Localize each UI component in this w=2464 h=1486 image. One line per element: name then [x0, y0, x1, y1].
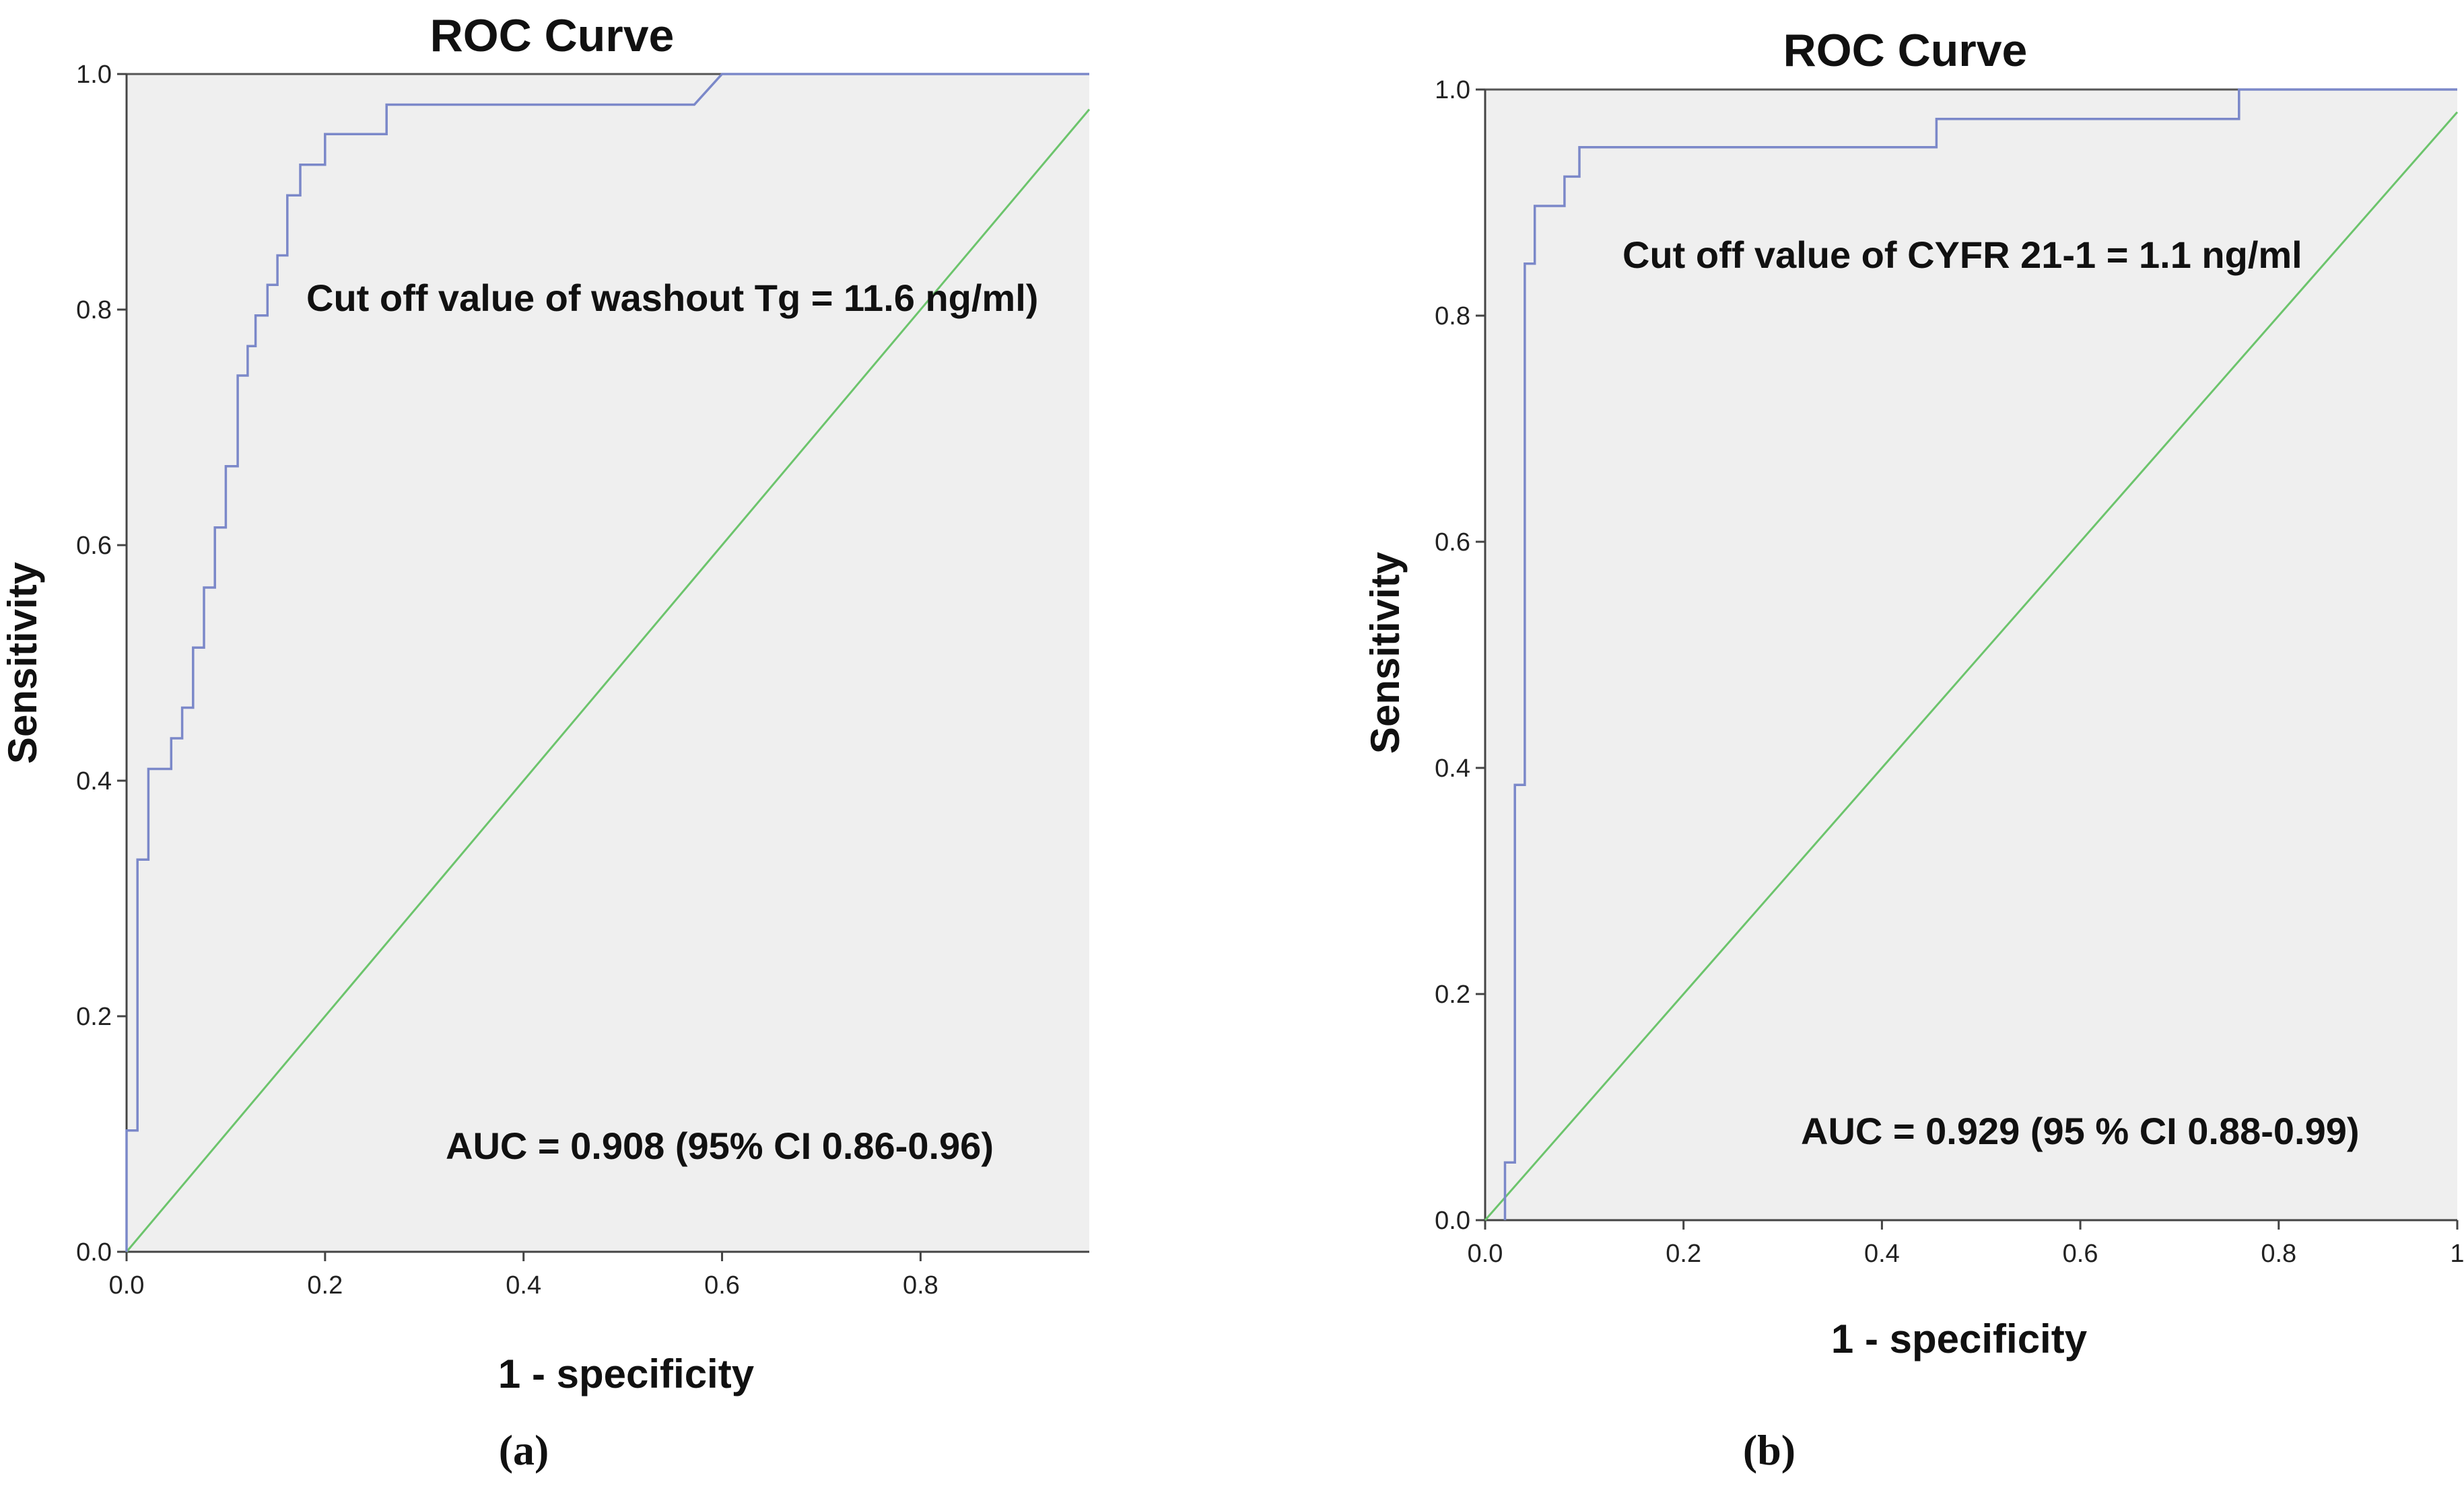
chart-b-y-axis-label: Sensitivity — [1363, 551, 1408, 754]
chart-b-roc-curve — [1503, 88, 2457, 1220]
chart-b-x-tick-label: 0.4 — [1864, 1240, 1900, 1268]
chart-a-y-tick-label: 0.2 — [76, 1003, 112, 1031]
chart-a-roc-curve — [125, 73, 1089, 1252]
chart-b-x-tick-label: 0.0 — [1468, 1240, 1503, 1268]
chart-b-panel-label: (b) — [1743, 1426, 1795, 1474]
chart-a-panel-label: (a) — [499, 1426, 549, 1474]
chart-a-x-tick-label: 0.0 — [109, 1271, 145, 1300]
chart-a-y-tick-label: 0.4 — [76, 767, 112, 795]
chart-a-cutoff-annotation: Cut off value of washout Tg = 11.6 ng/ml… — [306, 277, 1038, 319]
chart-b-title: ROC Curve — [1783, 25, 2028, 76]
chart-b-y-tick-label: 0.6 — [1435, 528, 1470, 557]
chart-a-y-tick-label: 1.0 — [76, 61, 112, 89]
chart-a-x-axis-label: 1 - specificity — [498, 1351, 755, 1396]
chart-b-auc-annotation: AUC = 0.929 (95 % CI 0.88-0.99) — [1801, 1110, 2360, 1152]
chart-a-y-tick-label: 0.8 — [76, 296, 112, 324]
chart-b-x-tick-label: 0.6 — [2063, 1240, 2098, 1268]
roc-chart-b: ROC Curve 0.0 0.2 0.4 0.6 0.8 1.0 0.0 0.2 0.4 0.… — [1363, 25, 2464, 1474]
roc-chart-a: ROC Curve 0.0 0.2 0.4 0.6 0.8 1.0 0.0 0.2 0.4 0.… — [0, 10, 1091, 1474]
chart-a-x-tick-label: 0.6 — [704, 1271, 740, 1300]
chart-a-title: ROC Curve — [430, 10, 675, 61]
chart-b-plot-area — [1485, 90, 2457, 1220]
chart-a-auc-annotation: AUC = 0.908 (95% CI 0.86-0.96) — [446, 1125, 994, 1167]
chart-a-y-tick-label: 0.0 — [76, 1238, 112, 1267]
chart-b-x-tick-label: 1 — [2450, 1240, 2464, 1268]
chart-b-y-tick-label: 0.4 — [1435, 754, 1470, 783]
chart-b-y-tick-label: 0.2 — [1435, 981, 1470, 1009]
chart-a-y-tick-label: 0.6 — [76, 532, 112, 560]
chart-b-cutoff-annotation: Cut off value of CYFR 21-1 = 1.1 ng/ml — [1622, 234, 2302, 276]
chart-b-y-tick-label: 1.0 — [1435, 76, 1470, 104]
chart-a-y-axis-label: Sensitivity — [0, 561, 45, 764]
chart-a-x-tick-label: 0.2 — [307, 1271, 343, 1300]
chart-b-reference-line — [1484, 111, 2459, 1221]
chart-b-y-tick-label: 0.0 — [1435, 1207, 1470, 1235]
chart-a-reference-line — [125, 108, 1091, 1252]
chart-b-x-tick-label: 0.2 — [1666, 1240, 1701, 1268]
chart-a-x-tick-label: 0.8 — [903, 1271, 938, 1300]
chart-a-x-tick-label: 0.4 — [506, 1271, 541, 1300]
chart-b-y-tick-label: 0.8 — [1435, 302, 1470, 330]
chart-b-x-axis-label: 1 - specificity — [1831, 1316, 2088, 1361]
chart-b-x-tick-label: 0.8 — [2261, 1240, 2296, 1268]
chart-a-plot-area — [127, 74, 1089, 1252]
